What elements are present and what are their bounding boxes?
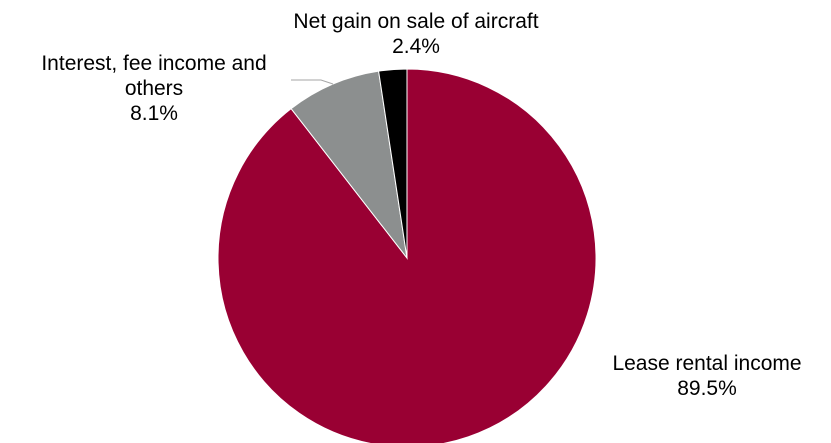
- slice-label-net-gain-on-sale-of-aircraft: Net gain on sale of aircraft2.4%: [293, 10, 538, 58]
- slice-label-lease-rental-income: Lease rental income89.5%: [612, 352, 801, 400]
- slice-name-label: others: [125, 77, 183, 100]
- slice-value-label: 2.4%: [392, 35, 440, 58]
- slice-value-label: 89.5%: [677, 377, 737, 400]
- slice-name-label: Net gain on sale of aircraft: [293, 10, 538, 33]
- slice-label-interest-fee-income-and-others: Interest, fee income andothers8.1%: [41, 52, 266, 125]
- slice-name-label: Interest, fee income and: [41, 52, 266, 75]
- pie-slices: [218, 69, 596, 443]
- slice-value-label: 8.1%: [130, 102, 178, 125]
- leader-lines: [291, 80, 333, 84]
- slice-name-label: Lease rental income: [612, 352, 801, 375]
- leader-line-interest-fee-income-and-others: [291, 80, 333, 84]
